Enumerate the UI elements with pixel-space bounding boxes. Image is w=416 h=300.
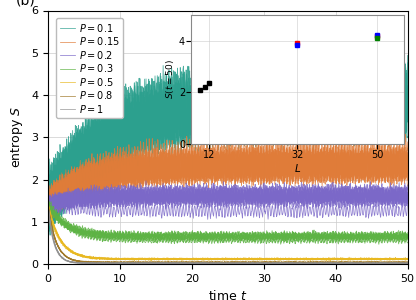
Line: $P = 0.3$: $P = 0.3$ [48, 205, 408, 241]
$P = 0.5$ [275, 257, 280, 261]
$P = 0.8$ [264, 261, 269, 264]
$P = 0.5$ [45, 203, 50, 207]
$P = 0.2$ [68, 202, 73, 205]
$P = 1$ [264, 261, 269, 265]
Line: $P = 0.8$: $P = 0.8$ [48, 206, 408, 263]
$P = 0.2$ [275, 196, 280, 200]
$P = 0.15$ [356, 158, 361, 161]
Text: (b): (b) [15, 0, 35, 8]
$P = 0.5$ [405, 257, 410, 261]
$P = 0.3$ [405, 235, 410, 238]
$P = 0.3$ [275, 237, 280, 241]
$P = 0.15$ [47, 219, 52, 223]
$P = 0.15$ [68, 193, 73, 197]
$P = 0.8$ [405, 260, 410, 264]
$P = 0.8$ [255, 260, 260, 264]
$P = 0.5$ [356, 258, 361, 261]
$P = 0.15$ [275, 155, 280, 159]
$P = 1$ [67, 260, 72, 263]
$P = 0.3$ [45, 203, 50, 207]
$P = 0.1$ [255, 127, 260, 131]
$P = 0.1$ [68, 191, 73, 195]
$P = 0.3$ [67, 229, 72, 233]
$P = 0.8$ [356, 260, 361, 264]
$P = 0.5$ [264, 257, 269, 261]
$P = 0.5$ [67, 249, 72, 252]
$P = 1$ [356, 262, 361, 265]
$P = 0.8$ [67, 256, 72, 260]
X-axis label: time $t$: time $t$ [208, 289, 248, 300]
$P = 0.2$ [405, 193, 410, 196]
$P = 0.2$ [45, 206, 50, 209]
X-axis label: $L$: $L$ [294, 162, 301, 174]
$P = 1$ [275, 261, 280, 265]
$P = 0.3$ [255, 237, 260, 241]
$P = 0.8$ [45, 205, 50, 208]
$P = 0.8$ [275, 260, 280, 264]
$P = 0.1$ [319, 97, 324, 101]
$P = 0.1$ [264, 84, 269, 87]
$P = 1$ [45, 202, 50, 206]
$P = 0.3$ [149, 239, 154, 243]
$P = 0.1$ [47, 222, 52, 226]
$P = 1$ [255, 261, 260, 264]
$P = 0.1$ [405, 84, 410, 88]
Line: $P = 0.2$: $P = 0.2$ [48, 185, 408, 213]
$P = 0.3$ [264, 234, 269, 238]
$P = 0.15$ [255, 162, 260, 165]
Line: $P = 1$: $P = 1$ [48, 204, 408, 264]
$P = 0.2$ [356, 195, 361, 199]
Line: $P = 0.1$: $P = 0.1$ [48, 57, 408, 224]
$P = 0.15$ [405, 151, 410, 155]
$P = 0.8$ [143, 261, 148, 265]
$P = 0.5$ [272, 259, 277, 262]
$P = 0.1$ [356, 96, 361, 100]
Line: $P = 0.5$: $P = 0.5$ [48, 205, 408, 260]
$P = 0.3$ [356, 236, 361, 239]
$P = 1$ [150, 262, 155, 266]
Y-axis label: $S(t=50)$: $S(t=50)$ [164, 59, 176, 100]
$P = 0.2$ [265, 187, 270, 190]
$P = 0.15$ [210, 132, 215, 136]
$P = 0.15$ [265, 132, 270, 136]
$P = 0.1$ [275, 117, 280, 120]
$P = 1$ [319, 261, 324, 265]
$P = 0.15$ [45, 206, 50, 210]
$P = 0.15$ [319, 140, 324, 144]
$P = 0.2$ [47, 211, 52, 214]
$P = 0.2$ [255, 198, 260, 202]
$P = 0.2$ [319, 189, 324, 192]
$P = 1$ [405, 262, 410, 265]
$P = 0.5$ [319, 257, 324, 261]
$P = 0.5$ [254, 257, 259, 261]
$P = 0.2$ [153, 183, 158, 187]
Y-axis label: entropy $S$: entropy $S$ [10, 106, 25, 168]
$P = 0.1$ [354, 55, 359, 59]
$P = 0.8$ [319, 260, 324, 264]
$P = 0.3$ [319, 236, 324, 239]
Line: $P = 0.15$: $P = 0.15$ [48, 134, 408, 221]
$P = 0.1$ [45, 199, 50, 203]
Legend: $P = 0.1$, $P = 0.15$, $P = 0.2$, $P = 0.3$, $P = 0.5$, $P = 0.8$, $P = 1$: $P = 0.1$, $P = 0.15$, $P = 0.2$, $P = 0… [56, 18, 123, 118]
